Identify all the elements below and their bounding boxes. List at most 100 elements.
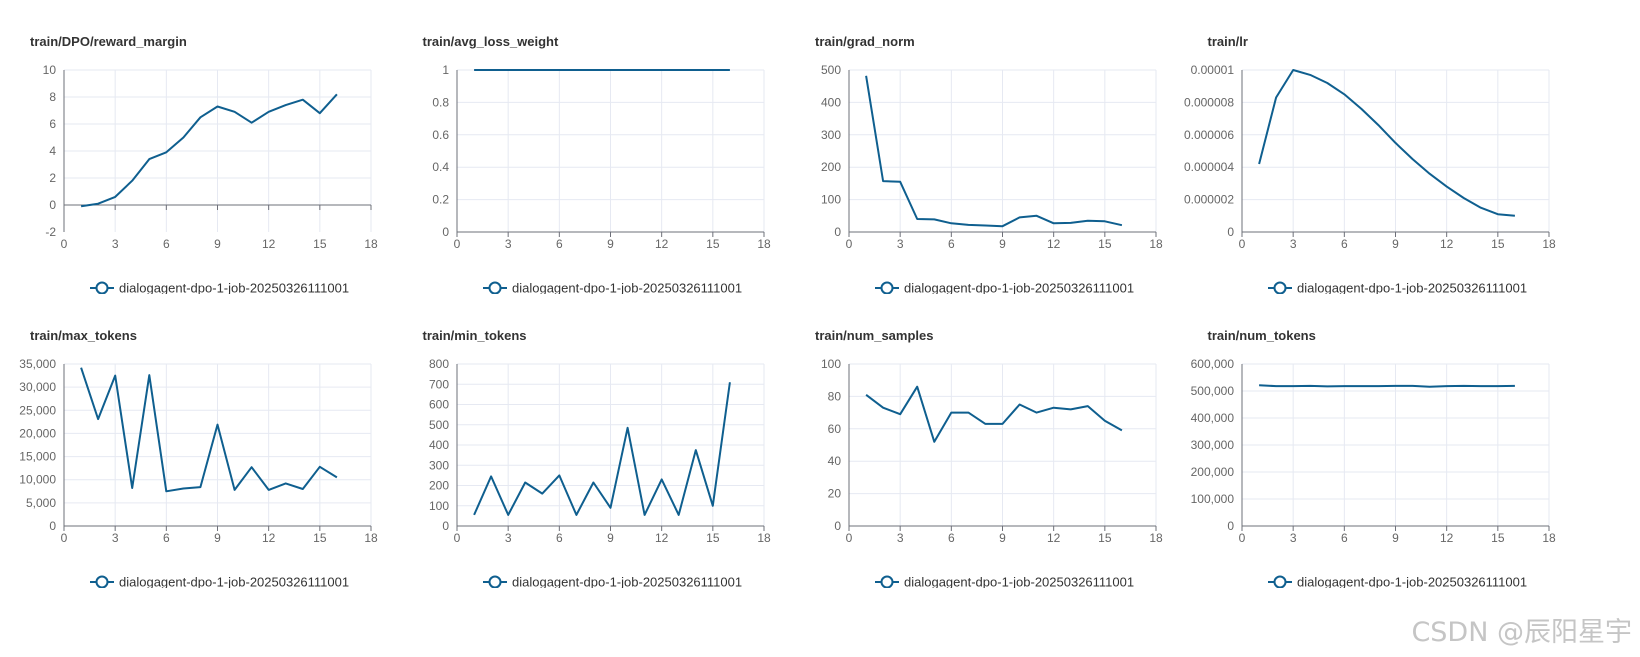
x-tick-label: 3 xyxy=(897,237,904,251)
legend-marker[interactable] xyxy=(1273,281,1286,294)
chart-svg: 0 3 6 9 12 15 18 0 100,000 200,000 300,000 400,000 5… xyxy=(1190,357,1556,589)
chart-panel: 0 3 6 9 12 15 18 0 100 200 300 400 500 dialogagent-dp… xyxy=(785,0,1177,294)
y-tick-label: 0 xyxy=(834,519,841,533)
x-tick-label: 9 xyxy=(999,237,1006,251)
x-tick-label: 18 xyxy=(1542,531,1556,545)
chart-panel: 0 3 6 9 12 15 18 0 0.2 0.4 0.6 0.8 1 dialogagent-dpo-… xyxy=(393,0,785,294)
y-tick-label: 100,000 xyxy=(1190,492,1234,506)
x-tick-label: 12 xyxy=(654,531,668,545)
y-tick-label: 0 xyxy=(1227,519,1234,533)
legend-marker[interactable] xyxy=(95,281,109,294)
y-tick-label: 700 xyxy=(428,377,448,391)
x-tick-label: 12 xyxy=(1047,237,1061,251)
x-tick-label: 6 xyxy=(948,237,955,251)
x-tick-label: 3 xyxy=(112,531,119,545)
y-tick-label: 0.00001 xyxy=(1190,63,1234,77)
legend-marker[interactable] xyxy=(488,281,501,294)
x-tick-label: 3 xyxy=(1289,531,1296,545)
x-tick-label: 3 xyxy=(897,531,904,545)
legend-label[interactable]: dialogagent-dpo-1-job-20250326111001 xyxy=(904,281,1134,295)
chart-title: train/num_samples xyxy=(815,328,934,343)
x-tick-label: 3 xyxy=(504,531,511,545)
y-tick-label: 0.6 xyxy=(432,128,449,142)
series-line xyxy=(1257,69,1515,217)
y-tick-label: 300,000 xyxy=(1190,438,1234,452)
legend-label[interactable]: dialogagent-dpo-1-job-20250326111001 xyxy=(512,575,742,589)
y-tick-label: 2 xyxy=(49,171,56,185)
x-tick-label: 18 xyxy=(1149,531,1163,545)
x-tick-label: 6 xyxy=(163,237,170,251)
x-tick-label: 18 xyxy=(1542,237,1556,251)
x-tick-label: 15 xyxy=(1491,531,1505,545)
x-tick-label: 3 xyxy=(112,237,119,251)
y-tick-label: 600,000 xyxy=(1190,357,1234,371)
legend-marker[interactable] xyxy=(95,575,109,588)
y-tick-label: 15,000 xyxy=(19,450,56,464)
y-tick-label: 0.000004 xyxy=(1183,160,1233,174)
y-tick-label: 10 xyxy=(43,63,57,77)
chart-title: train/max_tokens xyxy=(30,328,137,343)
x-tick-label: 9 xyxy=(214,237,221,251)
x-tick-label: 15 xyxy=(706,237,720,251)
x-tick-label: 9 xyxy=(214,531,221,545)
y-tick-label: -2 xyxy=(45,225,56,239)
legend-label[interactable]: dialogagent-dpo-1-job-20250326111001 xyxy=(1297,575,1527,589)
x-tick-label: 0 xyxy=(453,237,460,251)
y-tick-label: 60 xyxy=(828,422,842,436)
y-tick-label: 0.8 xyxy=(432,95,449,109)
x-tick-label: 0 xyxy=(846,237,853,251)
x-tick-label: 15 xyxy=(1098,237,1112,251)
chart-title: train/grad_norm xyxy=(815,34,915,49)
chart-title: train/lr xyxy=(1207,34,1248,49)
legend-label[interactable]: dialogagent-dpo-1-job-20250326111001 xyxy=(119,281,349,295)
y-tick-label: 4 xyxy=(49,144,56,158)
legend-marker[interactable] xyxy=(880,281,894,294)
x-tick-label: 3 xyxy=(1289,237,1296,251)
x-tick-label: 18 xyxy=(757,237,771,251)
chart-panel: 0 3 6 9 12 15 18 -2 0 2 4 6 8 10 dialogagent-dpo-1-job… xyxy=(0,0,392,294)
y-tick-label: 400 xyxy=(428,438,448,452)
y-tick-label: 500,000 xyxy=(1190,384,1234,398)
y-tick-label: 600 xyxy=(428,398,448,412)
chart-panel: 0 3 6 9 12 15 18 0 5,000 10,000 15,000 20,000 25,000… xyxy=(0,294,392,588)
x-tick-label: 6 xyxy=(948,531,955,545)
y-tick-label: 35,000 xyxy=(19,357,56,371)
y-tick-label: 5,000 xyxy=(26,496,56,510)
y-tick-label: 0.000006 xyxy=(1183,128,1233,142)
x-tick-label: 6 xyxy=(163,531,170,545)
x-tick-label: 12 xyxy=(262,531,276,545)
chart-title: train/min_tokens xyxy=(422,328,527,343)
series-line xyxy=(865,75,1123,228)
y-tick-label: 0.4 xyxy=(432,160,449,174)
x-tick-label: 12 xyxy=(262,237,276,251)
x-tick-label: 15 xyxy=(313,237,327,251)
x-tick-label: 12 xyxy=(1047,531,1061,545)
y-tick-label: 0 xyxy=(442,225,449,239)
y-tick-label: 0 xyxy=(49,198,56,212)
y-tick-label: 1 xyxy=(442,63,449,77)
x-tick-label: 0 xyxy=(846,531,853,545)
legend-label[interactable]: dialogagent-dpo-1-job-20250326111001 xyxy=(512,281,742,295)
legend-label[interactable]: dialogagent-dpo-1-job-20250326111001 xyxy=(1297,281,1527,295)
x-tick-label: 12 xyxy=(654,237,668,251)
y-tick-label: 100 xyxy=(428,499,448,513)
x-tick-label: 6 xyxy=(1340,237,1347,251)
legend-label[interactable]: dialogagent-dpo-1-job-20250326111001 xyxy=(119,575,349,589)
legend-marker[interactable] xyxy=(880,575,894,588)
x-tick-label: 9 xyxy=(1392,237,1399,251)
y-tick-label: 200,000 xyxy=(1190,465,1234,479)
x-tick-label: 9 xyxy=(1392,531,1399,545)
y-tick-label: 0 xyxy=(49,519,56,533)
y-tick-label: 0.000008 xyxy=(1183,95,1233,109)
chart-title: train/num_tokens xyxy=(1207,328,1316,343)
series-line xyxy=(865,385,1123,443)
y-tick-label: 100 xyxy=(821,193,841,207)
series-line xyxy=(472,382,731,516)
x-tick-label: 9 xyxy=(999,531,1006,545)
chart-panel: 0 3 6 9 12 15 18 0 100,000 200,000 300,000 400,000 5… xyxy=(1178,294,1570,588)
legend-marker[interactable] xyxy=(1273,575,1286,588)
legend-marker[interactable] xyxy=(488,575,501,588)
y-tick-label: 200 xyxy=(428,479,448,493)
legend-label[interactable]: dialogagent-dpo-1-job-20250326111001 xyxy=(904,575,1134,589)
